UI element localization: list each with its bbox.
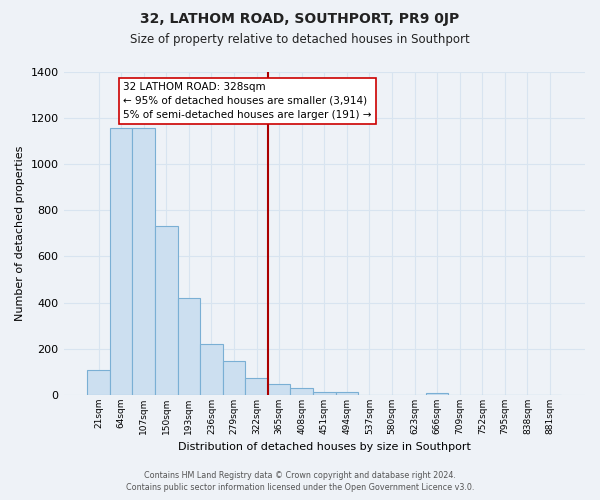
- Bar: [245, 378, 268, 395]
- Bar: [133, 128, 155, 395]
- Bar: [426, 392, 448, 395]
- Bar: [87, 370, 110, 395]
- Bar: [290, 388, 313, 395]
- Text: Contains HM Land Registry data © Crown copyright and database right 2024.
Contai: Contains HM Land Registry data © Crown c…: [126, 471, 474, 492]
- Bar: [155, 226, 178, 395]
- Bar: [335, 392, 358, 395]
- Text: 32 LATHOM ROAD: 328sqm
← 95% of detached houses are smaller (3,914)
5% of semi-d: 32 LATHOM ROAD: 328sqm ← 95% of detached…: [124, 82, 372, 120]
- Bar: [268, 384, 290, 395]
- Bar: [110, 128, 133, 395]
- Y-axis label: Number of detached properties: Number of detached properties: [15, 146, 25, 321]
- Text: Size of property relative to detached houses in Southport: Size of property relative to detached ho…: [130, 32, 470, 46]
- X-axis label: Distribution of detached houses by size in Southport: Distribution of detached houses by size …: [178, 442, 471, 452]
- Bar: [200, 344, 223, 395]
- Text: 32, LATHOM ROAD, SOUTHPORT, PR9 0JP: 32, LATHOM ROAD, SOUTHPORT, PR9 0JP: [140, 12, 460, 26]
- Bar: [178, 298, 200, 395]
- Bar: [313, 392, 335, 395]
- Bar: [223, 361, 245, 395]
